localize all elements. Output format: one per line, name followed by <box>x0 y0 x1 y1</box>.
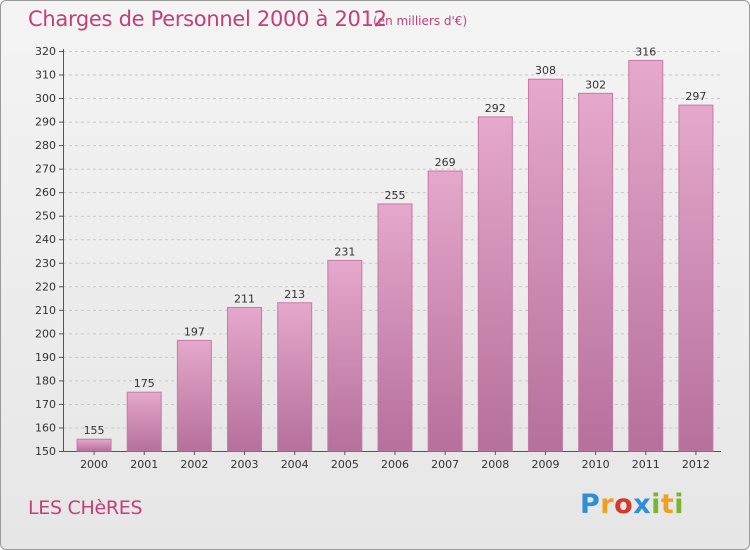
y-tick-label: 210 <box>35 304 56 317</box>
data-label: 302 <box>585 78 606 91</box>
y-tick-label: 260 <box>35 186 56 199</box>
data-label: 308 <box>535 64 556 77</box>
y-tick-label: 220 <box>35 280 56 293</box>
x-tick-label: 2004 <box>281 458 309 471</box>
y-tick-label: 170 <box>35 398 56 411</box>
logo-letter: t <box>660 489 675 520</box>
x-tick-label: 2010 <box>582 458 610 471</box>
bars <box>76 59 714 452</box>
y-tick-label: 160 <box>35 421 56 434</box>
data-label: 255 <box>385 189 406 202</box>
x-tick-label: 2006 <box>381 458 409 471</box>
x-tick-label: 2008 <box>481 458 509 471</box>
data-label: 292 <box>485 102 506 115</box>
x-tick-labels: 2000 2001 2002 2003 2004 2005 2006 2007 2008 2009… <box>80 451 710 471</box>
logo-letter: x <box>633 489 652 520</box>
y-tick-label: 310 <box>35 69 56 82</box>
y-tick-label: 180 <box>35 374 56 387</box>
y-tick-label: 320 <box>35 45 56 58</box>
data-label: 197 <box>184 325 205 338</box>
bar <box>76 438 112 452</box>
data-label: 213 <box>284 288 305 301</box>
data-labels: 155 175 197 211 213 231 255 269 292 308 302 316 297 <box>84 45 707 437</box>
y-tick-label: 300 <box>35 92 56 105</box>
y-tick-label: 250 <box>35 210 56 223</box>
logo-letter: i <box>674 489 685 520</box>
y-tick-label: 280 <box>35 139 56 152</box>
data-label: 155 <box>84 424 105 437</box>
x-tick-label: 2005 <box>331 458 359 471</box>
bar <box>126 391 162 452</box>
x-tick-label: 2002 <box>180 458 208 471</box>
x-tick-label: 2011 <box>632 458 660 471</box>
bar <box>176 339 212 452</box>
bar <box>578 92 614 452</box>
bar <box>427 170 463 452</box>
x-tick-label: 2007 <box>431 458 459 471</box>
bar <box>628 59 664 452</box>
y-tick-label: 240 <box>35 233 56 246</box>
y-tick-label: 200 <box>35 327 56 340</box>
chart-title: Charges de Personnel 2000 à 2012 <box>28 7 387 31</box>
bar <box>327 259 363 452</box>
bar <box>477 116 513 452</box>
bar <box>227 306 263 452</box>
data-label: 231 <box>334 245 355 258</box>
data-label: 316 <box>635 45 656 58</box>
x-tick-label: 2012 <box>682 458 710 471</box>
x-tick-label: 2009 <box>531 458 559 471</box>
proxiti-logo: Proxiti <box>580 489 684 520</box>
data-label: 297 <box>685 90 706 103</box>
data-label: 269 <box>435 156 456 169</box>
bar <box>277 302 313 452</box>
x-tick-label: 2000 <box>80 458 108 471</box>
y-tick-label: 150 <box>35 445 56 458</box>
x-tick-label: 2003 <box>231 458 259 471</box>
y-tick-label: 290 <box>35 116 56 129</box>
commune-name: LES CHèRES <box>28 497 143 519</box>
logo-letter: P <box>580 489 601 520</box>
data-label: 175 <box>134 377 155 390</box>
y-tick-label: 230 <box>35 257 56 270</box>
y-tick-labels: 150 160 170 180 190 200 210 220 230 240 250 260 270 2… <box>35 45 56 458</box>
logo-letter: o <box>614 489 634 520</box>
logo-letter: r <box>600 489 615 520</box>
logo-letter: i <box>651 489 661 520</box>
y-tick-label: 270 <box>35 163 56 176</box>
bar <box>527 78 563 452</box>
chart-subtitle: (en milliers d'€) <box>373 14 468 28</box>
bar <box>678 104 714 452</box>
data-label: 211 <box>234 292 255 305</box>
bar <box>377 203 413 452</box>
y-tick-label: 190 <box>35 351 56 364</box>
x-tick-label: 2001 <box>130 458 158 471</box>
